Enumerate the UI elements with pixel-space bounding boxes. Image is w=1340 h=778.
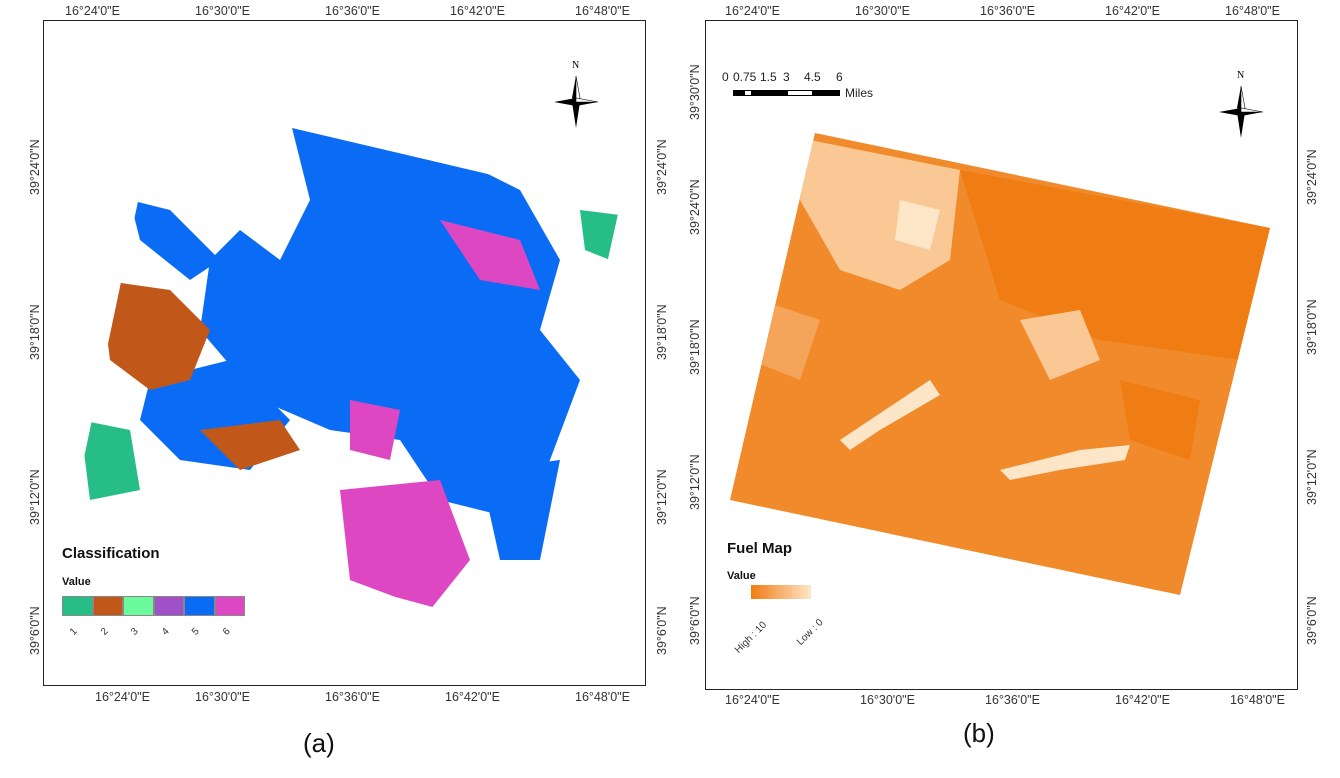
bottom-longitude-tick: 16°48'0"E (1230, 693, 1285, 707)
fuel-map (730, 133, 1270, 595)
top-longitude-tick: 16°36'0"E (325, 4, 380, 18)
right-latitude-tick: 39°18'0"N (655, 304, 669, 360)
scale-bar-segment (760, 90, 787, 96)
scale-bar-segment (787, 90, 813, 96)
right-latitude-tick: 39°24'0"N (1305, 149, 1319, 205)
left-latitude-tick: 39°18'0"N (688, 319, 702, 375)
legend-subtitle: Value (727, 570, 756, 582)
bottom-longitude-tick: 16°36'0"E (325, 690, 380, 704)
legend-swatch-4 (153, 596, 184, 616)
fuel-gradient-bar (751, 585, 811, 599)
panel-a-caption: (a) (303, 728, 335, 758)
left-latitude-tick: 39°12'0"N (688, 454, 702, 510)
bottom-longitude-tick: 16°24'0"E (725, 693, 780, 707)
bottom-longitude-tick: 16°48'0"E (575, 690, 630, 704)
scale-bar-label: 0.75 (733, 70, 757, 84)
legend-title: Classification (62, 545, 160, 562)
left-latitude-tick: 39°30'0"N (688, 64, 702, 120)
compass-icon (1219, 85, 1264, 138)
right-latitude-tick: 39°18'0"N (1305, 299, 1319, 355)
bottom-longitude-tick: 16°24'0"E (95, 690, 150, 704)
top-longitude-tick: 16°30'0"E (195, 4, 250, 18)
scale-bar-label: 4.5 (804, 70, 821, 84)
top-longitude-tick: 16°42'0"E (1105, 4, 1160, 18)
bottom-longitude-tick: 16°42'0"E (445, 690, 500, 704)
left-latitude-tick: 39°24'0"N (28, 139, 42, 195)
right-latitude-tick: 39°12'0"N (1305, 449, 1319, 505)
top-longitude-tick: 16°30'0"E (855, 4, 910, 18)
legend-swatch-3 (123, 596, 154, 616)
panel-a-frame (43, 20, 646, 686)
scale-bar-segment (733, 90, 744, 96)
left-latitude-tick: 39°24'0"N (688, 179, 702, 235)
compass-icon (554, 75, 599, 128)
north-label: N (572, 60, 580, 71)
legend-title: Fuel Map (727, 540, 793, 557)
right-latitude-tick: 39°6'0"N (1305, 596, 1319, 645)
right-latitude-tick: 39°24'0"N (655, 139, 669, 195)
bottom-longitude-tick: 16°36'0"E (985, 693, 1040, 707)
classification-map (73, 97, 620, 632)
scale-bar-segment (813, 90, 840, 96)
left-latitude-tick: 39°6'0"N (688, 596, 702, 645)
right-latitude-tick: 39°6'0"N (655, 606, 669, 655)
scale-bar-label: 3 (783, 70, 790, 84)
top-longitude-tick: 16°24'0"E (725, 4, 780, 18)
bottom-longitude-tick: 16°30'0"E (860, 693, 915, 707)
top-longitude-tick: 16°48'0"E (575, 4, 630, 18)
scale-bar-unit: Miles (845, 86, 874, 100)
legend-swatch-5 (184, 596, 215, 616)
top-longitude-tick: 16°42'0"E (450, 4, 505, 18)
panel-b-caption: (b) (963, 718, 995, 748)
bottom-longitude-tick: 16°42'0"E (1115, 693, 1170, 707)
legend-swatch-6 (214, 596, 245, 616)
top-longitude-tick: 16°48'0"E (1225, 4, 1280, 18)
bottom-longitude-tick: 16°30'0"E (195, 690, 250, 704)
panel-b-frame (705, 20, 1298, 690)
left-latitude-tick: 39°6'0"N (28, 606, 42, 655)
scale-bar-label: 0 (722, 70, 729, 84)
top-longitude-tick: 16°24'0"E (65, 4, 120, 18)
right-latitude-tick: 39°12'0"N (655, 469, 669, 525)
north-label: N (1237, 70, 1245, 81)
legend-swatch-2 (92, 596, 123, 616)
scale-bar-segment (744, 90, 752, 96)
left-latitude-tick: 39°18'0"N (28, 304, 42, 360)
scale-bar-label: 1.5 (760, 70, 777, 84)
scale-bar-label: 6 (836, 70, 843, 84)
legend-subtitle: Value (62, 576, 91, 588)
left-latitude-tick: 39°12'0"N (28, 469, 42, 525)
legend-swatch-1 (62, 596, 93, 616)
top-longitude-tick: 16°36'0"E (980, 4, 1035, 18)
scale-bar-segment (752, 90, 760, 96)
